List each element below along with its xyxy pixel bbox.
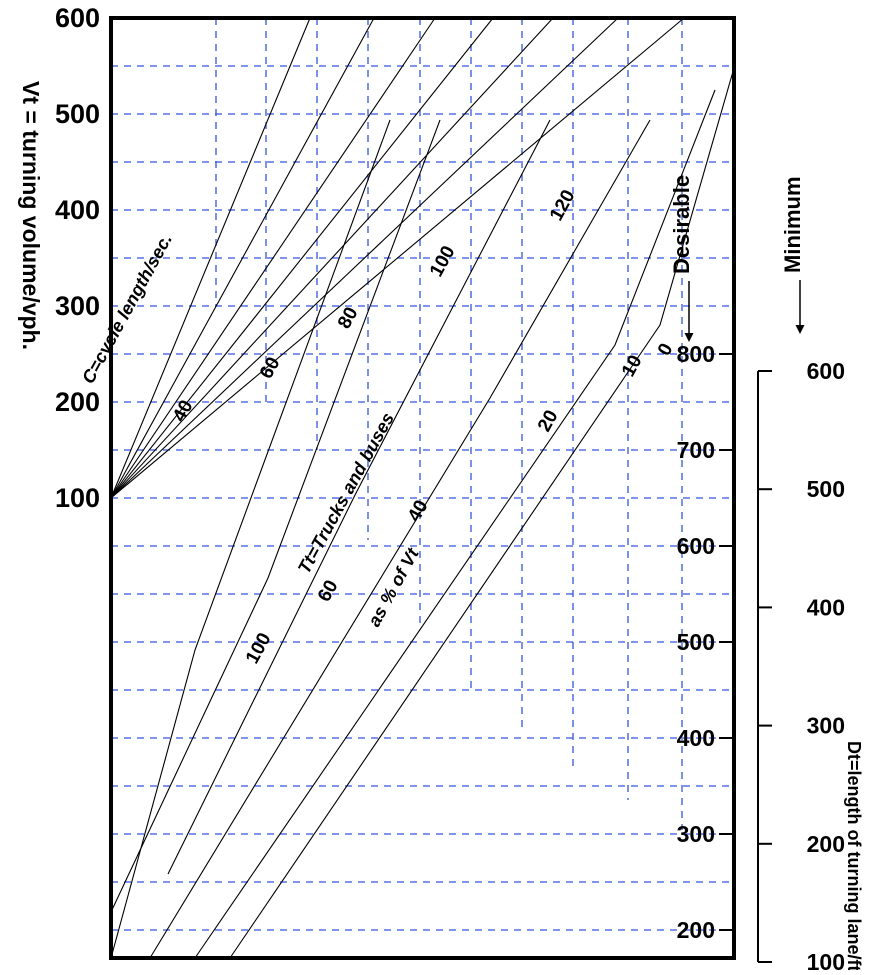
svg-text:Dt=length of turning lane/ft.: Dt=length of turning lane/ft.: [844, 741, 864, 970]
svg-text:200: 200: [55, 387, 100, 417]
svg-text:400: 400: [55, 195, 100, 225]
svg-text:200: 200: [677, 917, 715, 943]
svg-text:400: 400: [677, 725, 715, 751]
svg-text:300: 300: [55, 291, 100, 321]
svg-text:500: 500: [55, 99, 100, 129]
svg-text:500: 500: [677, 629, 715, 655]
svg-text:300: 300: [677, 821, 715, 847]
svg-text:500: 500: [807, 476, 845, 502]
svg-text:Desirable: Desirable: [669, 175, 694, 274]
svg-text:700: 700: [677, 437, 715, 463]
svg-text:Minimum: Minimum: [780, 176, 805, 273]
svg-text:Vt = turning volume/vph.: Vt = turning volume/vph.: [18, 81, 44, 350]
svg-text:300: 300: [807, 713, 845, 739]
svg-text:600: 600: [807, 358, 845, 384]
svg-text:100: 100: [807, 949, 845, 970]
svg-text:600: 600: [677, 533, 715, 559]
svg-text:600: 600: [55, 3, 100, 33]
svg-text:800: 800: [677, 341, 715, 367]
svg-text:100: 100: [55, 483, 100, 513]
svg-text:200: 200: [807, 831, 845, 857]
svg-text:400: 400: [807, 594, 845, 620]
